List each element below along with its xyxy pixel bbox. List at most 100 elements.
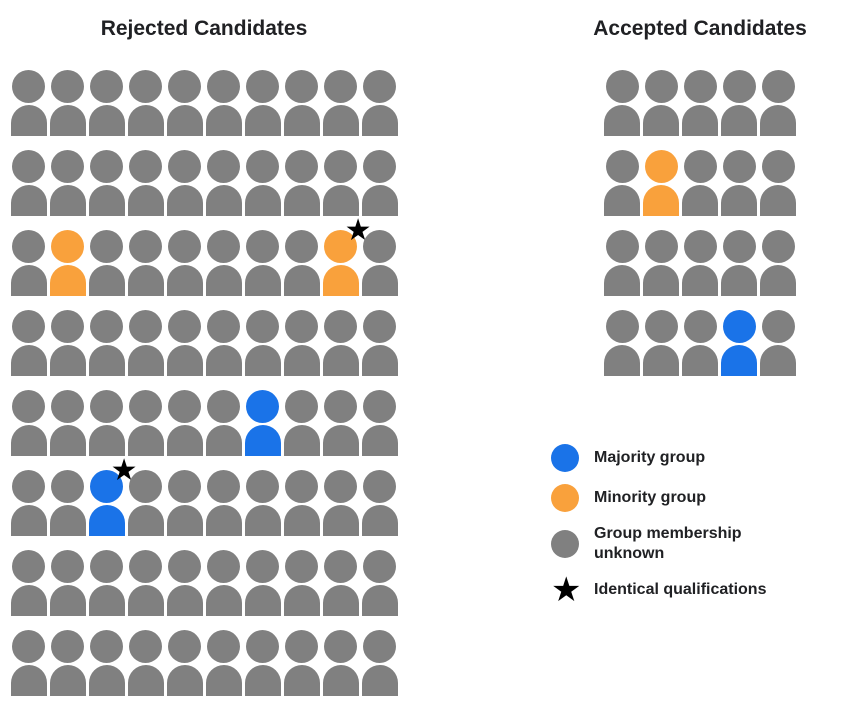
person-unknown — [721, 150, 757, 216]
person-unknown — [49, 550, 86, 616]
person-unknown — [283, 390, 320, 456]
person-head — [90, 470, 123, 503]
rejected-candidates-grid: ★ ★ — [8, 70, 400, 696]
person-unknown — [127, 550, 164, 616]
person-body — [205, 505, 242, 536]
legend-label-identical-qualifications: Identical qualifications — [594, 581, 767, 598]
person-body — [361, 345, 398, 376]
person-head — [207, 470, 240, 503]
person-body — [88, 185, 125, 216]
person-unknown — [127, 70, 164, 136]
person-body — [166, 185, 203, 216]
person-head — [644, 150, 678, 183]
legend: Majority group Minority group Group memb… — [551, 444, 851, 607]
person-head — [683, 230, 717, 263]
person-head — [12, 390, 45, 423]
person-unknown — [643, 230, 679, 296]
person-body — [10, 665, 47, 696]
person-body — [244, 585, 281, 616]
person-head — [363, 550, 396, 583]
person-head — [324, 310, 357, 343]
person-head — [761, 310, 795, 343]
person-unknown — [205, 630, 242, 696]
person-head — [129, 310, 162, 343]
person-unknown — [682, 150, 718, 216]
person-unknown — [10, 470, 47, 536]
person-body — [682, 345, 718, 376]
person-body — [322, 105, 359, 136]
person-body — [49, 345, 86, 376]
minority-group-circle-icon — [551, 484, 579, 512]
rejected-candidates-title: Rejected Candidates — [100, 17, 308, 40]
person-head — [129, 390, 162, 423]
person-unknown — [244, 630, 281, 696]
person-head — [168, 390, 201, 423]
person-unknown — [10, 310, 47, 376]
person-unknown — [721, 70, 757, 136]
person-body — [10, 345, 47, 376]
person-head — [285, 470, 318, 503]
person-head — [129, 470, 162, 503]
person-body — [127, 185, 164, 216]
person-body — [283, 665, 320, 696]
person-body — [88, 425, 125, 456]
person-head — [168, 550, 201, 583]
person-head — [761, 70, 795, 103]
person-unknown — [361, 310, 398, 376]
person-body — [205, 265, 242, 296]
person-majority — [721, 310, 757, 376]
person-unknown — [244, 310, 281, 376]
person-body — [49, 185, 86, 216]
person-body — [88, 345, 125, 376]
person-head — [207, 310, 240, 343]
person-unknown — [244, 70, 281, 136]
person-unknown — [322, 470, 359, 536]
person-body — [721, 345, 757, 376]
person-head — [90, 390, 123, 423]
person-body — [166, 425, 203, 456]
legend-item-group-membership-unknown: Group membership unknown — [551, 524, 851, 564]
person-body — [643, 185, 679, 216]
person-head — [644, 230, 678, 263]
person-head — [207, 230, 240, 263]
person-body — [361, 185, 398, 216]
person-head — [168, 630, 201, 663]
person-head — [207, 550, 240, 583]
person-head — [129, 150, 162, 183]
person-head — [129, 630, 162, 663]
person-body — [49, 425, 86, 456]
person-unknown — [10, 630, 47, 696]
person-head — [722, 70, 756, 103]
person-body — [127, 585, 164, 616]
person-unknown — [88, 150, 125, 216]
person-unknown — [643, 70, 679, 136]
person-body — [127, 665, 164, 696]
person-head — [90, 230, 123, 263]
person-body — [244, 265, 281, 296]
person-head — [285, 630, 318, 663]
person-body — [205, 185, 242, 216]
person-head — [246, 230, 279, 263]
person-unknown — [88, 390, 125, 456]
person-unknown — [49, 470, 86, 536]
person-head — [605, 70, 639, 103]
person-minority: ★ — [322, 216, 372, 296]
person-unknown — [322, 70, 359, 136]
person-head — [90, 630, 123, 663]
person-body — [283, 185, 320, 216]
person-body — [88, 105, 125, 136]
person-body — [361, 425, 398, 456]
person-unknown — [205, 470, 242, 536]
person-unknown — [244, 230, 281, 296]
legend-item-identical-qualifications: ★ Identical qualifications — [551, 573, 851, 607]
person-body — [166, 265, 203, 296]
person-head — [246, 550, 279, 583]
person-body — [244, 185, 281, 216]
person-unknown — [127, 150, 164, 216]
person-body — [88, 665, 125, 696]
person-unknown — [283, 310, 320, 376]
person-unknown — [244, 470, 281, 536]
person-head — [51, 70, 84, 103]
person-unknown — [760, 310, 796, 376]
legend-item-majority-group: Majority group — [551, 444, 851, 472]
